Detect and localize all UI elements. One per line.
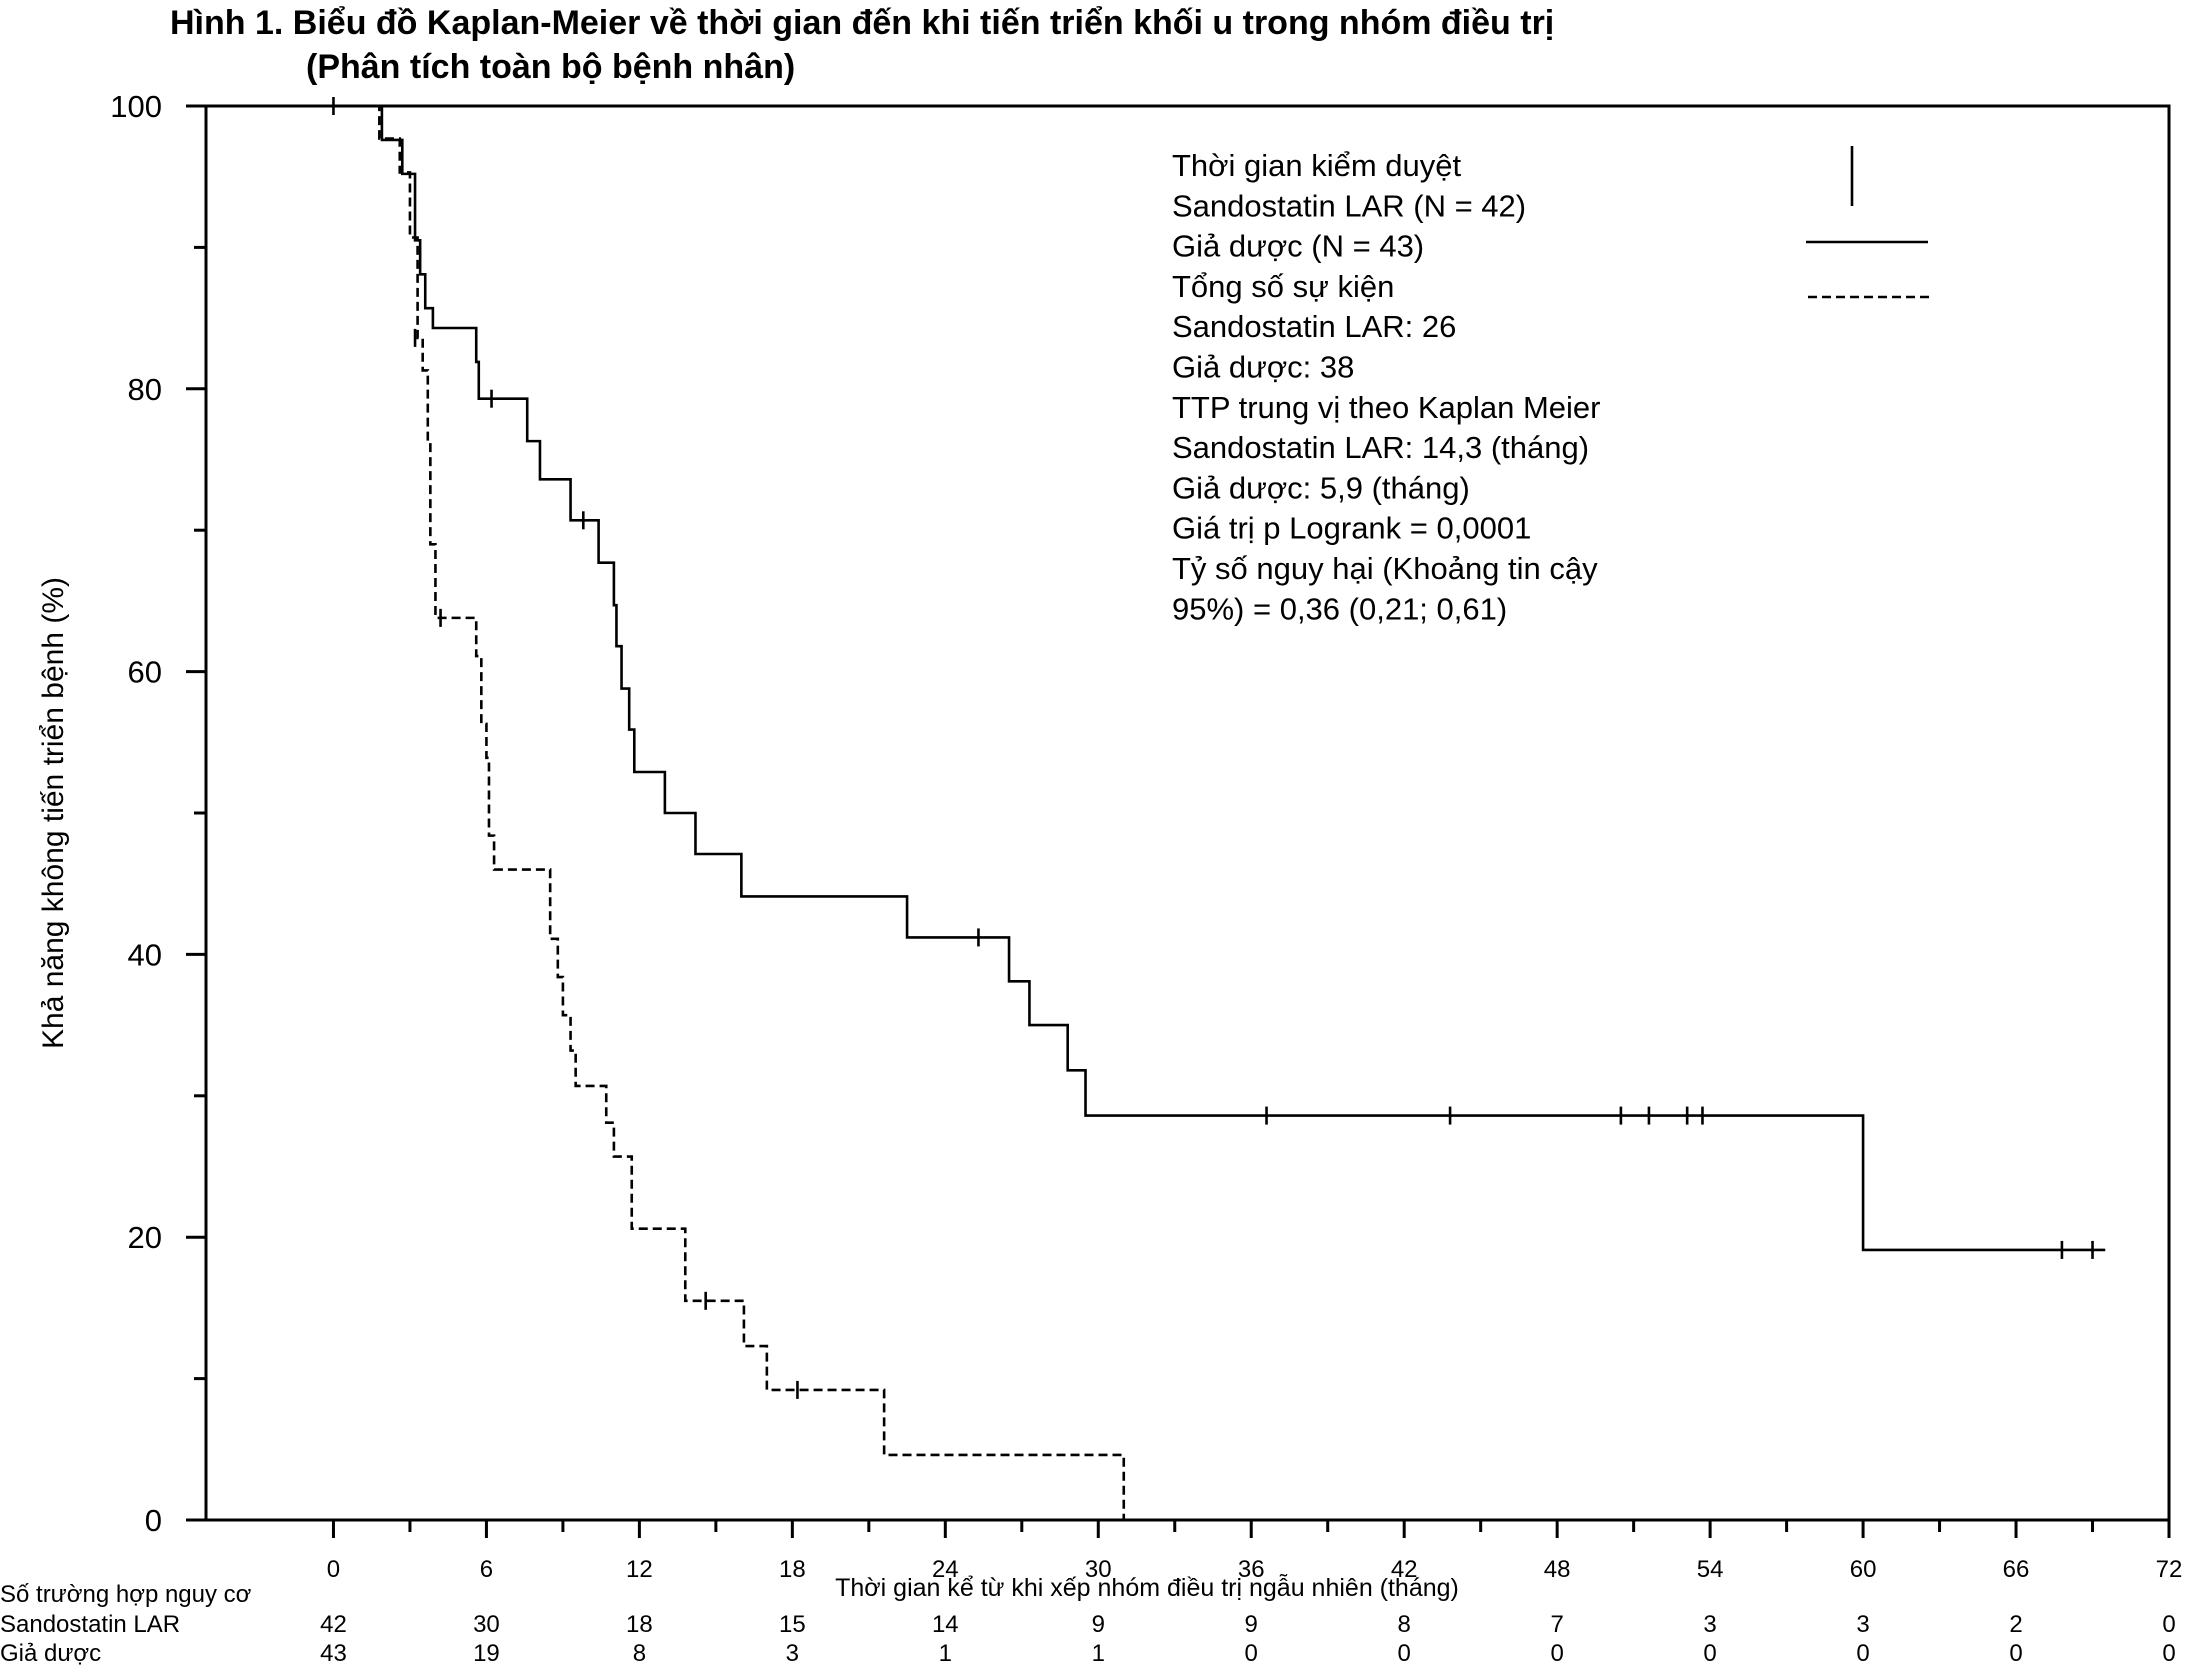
at-risk-cell: 9 bbox=[1092, 1611, 1105, 1638]
x-tick-label: 42 bbox=[1391, 1556, 1418, 1583]
y-tick-label: 100 bbox=[110, 89, 162, 124]
legend-text-line: Sandostatin LAR (N = 42) bbox=[1172, 188, 1526, 223]
at-risk-cell: 0 bbox=[2162, 1640, 2175, 1667]
legend-text-line: Giả dược: 5,9 (tháng) bbox=[1172, 470, 1470, 505]
x-tick-label: 54 bbox=[1697, 1556, 1724, 1583]
at-risk-cell: 19 bbox=[473, 1640, 500, 1667]
at-risk-cell: 0 bbox=[2162, 1611, 2175, 1638]
legend-text-line: Giả dược (N = 43) bbox=[1172, 229, 1424, 264]
series-layer bbox=[332, 97, 2106, 1520]
at-risk-cell: 0 bbox=[2009, 1640, 2022, 1667]
at-risk-cell: 43 bbox=[320, 1640, 347, 1667]
at-risk-label: Số trường hợp nguy cơ bbox=[0, 1581, 252, 1608]
at-risk-cell: 30 bbox=[473, 1611, 500, 1638]
at-risk-cell: 3 bbox=[1856, 1611, 1869, 1638]
series-line bbox=[333, 104, 1126, 1520]
legend-text-line: TTP trung vị theo Kaplan Meier bbox=[1172, 390, 1600, 425]
at-risk-cell: 14 bbox=[932, 1611, 959, 1638]
x-tick-label: 48 bbox=[1544, 1556, 1571, 1583]
legend-text-line: Tỷ số nguy hại (Khoảng tin cậy bbox=[1172, 551, 1598, 586]
y-tick-label: 20 bbox=[128, 1220, 162, 1255]
legend: Thời gian kiểm duyệt Sandostatin LAR (N =… bbox=[1172, 146, 1930, 626]
at-risk-cell: 1 bbox=[939, 1640, 952, 1667]
at-risk-cell: 15 bbox=[779, 1611, 806, 1638]
at-risk-cell: 18 bbox=[626, 1611, 653, 1638]
at-risk-cell: 0 bbox=[1550, 1640, 1563, 1667]
at-risk-cell: 42 bbox=[320, 1611, 347, 1638]
x-axis-label: Thời gian kể từ khi xếp nhóm điều trị ng… bbox=[835, 1573, 1459, 1602]
at-risk-cell: 8 bbox=[633, 1640, 646, 1667]
x-tick-label: 60 bbox=[1850, 1556, 1877, 1583]
x-tick-label: 72 bbox=[2156, 1556, 2183, 1583]
x-tick-label: 36 bbox=[1238, 1556, 1265, 1583]
x-tick-label: 6 bbox=[480, 1556, 493, 1583]
legend-text-line: Thời gian kiểm duyệt bbox=[1172, 148, 1462, 183]
legend-text-line: Giả dược: 38 bbox=[1172, 350, 1354, 385]
at-risk-cell: 0 bbox=[1703, 1640, 1716, 1667]
legend-text-line: 95%) = 0,36 (0,21; 0,61) bbox=[1172, 591, 1507, 626]
at-risk-cell: 3 bbox=[786, 1640, 799, 1667]
y-axis: 0 20 40 60 80 100 bbox=[110, 89, 206, 1538]
y-tick-label: 0 bbox=[145, 1503, 162, 1538]
x-tick-label: 24 bbox=[932, 1556, 959, 1583]
y-tick-label: 40 bbox=[128, 937, 162, 972]
series-sandostatin-lar bbox=[332, 97, 2106, 1259]
x-tick-label: 18 bbox=[779, 1556, 806, 1583]
at-risk-cell: 0 bbox=[1398, 1640, 1411, 1667]
at-risk-cell: 0 bbox=[1245, 1640, 1258, 1667]
x-tick-label: 66 bbox=[2003, 1556, 2030, 1583]
at-risk-cell: 0 bbox=[1856, 1640, 1869, 1667]
legend-text-line: Giá trị p Logrank = 0,0001 bbox=[1172, 511, 1531, 546]
y-tick-label: 60 bbox=[128, 655, 162, 690]
legend-text-line: Sandostatin LAR: 14,3 (tháng) bbox=[1172, 430, 1589, 465]
at-risk-row-name: Sandostatin LAR bbox=[0, 1611, 180, 1638]
at-risk-cell: 8 bbox=[1398, 1611, 1411, 1638]
at-risk-cell: 7 bbox=[1550, 1611, 1563, 1638]
x-tick-label: 0 bbox=[327, 1556, 340, 1583]
x-tick-label: 30 bbox=[1085, 1556, 1112, 1583]
legend-text-line: Tổng số sự kiện bbox=[1172, 269, 1394, 304]
series-placebo bbox=[333, 104, 1126, 1520]
at-risk-cell: 9 bbox=[1245, 1611, 1258, 1638]
at-risk-cell: 2 bbox=[2009, 1611, 2022, 1638]
x-tick-label: 12 bbox=[626, 1556, 653, 1583]
figure-title-line-1: Hình 1. Biểu đồ Kaplan-Meier về thời gia… bbox=[170, 4, 1555, 42]
at-risk-cell: 3 bbox=[1703, 1611, 1716, 1638]
at-risk-cell: 1 bbox=[1092, 1640, 1105, 1667]
figure-title: Hình 1. Biểu đồ Kaplan-Meier về thời gia… bbox=[0, 0, 2186, 100]
x-axis: 0 6 12 18 24 30 36 42 48 54 60 66 72 bbox=[327, 1520, 2183, 1583]
y-axis-label: Khả năng không tiến triển bệnh (%) bbox=[37, 577, 70, 1049]
figure-title-line-2: (Phân tích toàn bộ bệnh nhân) bbox=[306, 48, 796, 86]
at-risk-row-name: Giả dược bbox=[0, 1640, 101, 1667]
legend-text-line: Sandostatin LAR: 26 bbox=[1172, 309, 1456, 344]
series-line bbox=[333, 104, 2106, 1252]
y-tick-label: 80 bbox=[128, 372, 162, 407]
